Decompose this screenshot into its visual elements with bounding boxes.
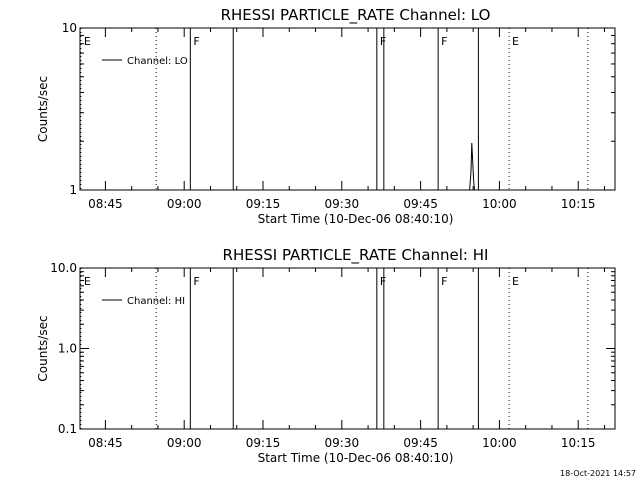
y-axis-label: Counts/sec — [36, 76, 50, 142]
x-tick-label: 08:45 — [88, 197, 123, 211]
event-label: F — [193, 275, 199, 288]
x-tick-label: 09:00 — [167, 197, 202, 211]
y-tick-label: 1 — [69, 183, 77, 197]
x-tick-label: 10:00 — [482, 197, 517, 211]
x-axis-label: Start Time (10-Dec-06 08:40:10) — [258, 212, 454, 226]
x-tick-label: 09:30 — [325, 436, 360, 450]
plot-frame — [79, 267, 616, 430]
event-label: E — [84, 275, 91, 288]
event-label: E — [84, 35, 91, 48]
chart-title: RHESSI PARTICLE_RATE Channel: LO — [221, 6, 491, 25]
x-tick-label: 09:45 — [403, 197, 438, 211]
y-tick-label: 1.0 — [58, 342, 77, 356]
x-tick-label: 08:45 — [88, 436, 123, 450]
event-label: F — [441, 275, 447, 288]
event-label: F — [441, 35, 447, 48]
chart-panel-hi: RHESSI PARTICLE_RATE Channel: HI 0.1 1.0 10… — [36, 246, 616, 465]
plot-frame — [79, 27, 616, 191]
y-axis-label: Counts/sec — [36, 315, 50, 381]
chart-panel-lo: RHESSI PARTICLE_RATE Channel: LO 1 10 08:45… — [36, 6, 616, 226]
y-tick-label: 10.0 — [50, 261, 77, 275]
x-tick-label: 09:15 — [246, 436, 281, 450]
x-tick-label: 09:30 — [325, 197, 360, 211]
x-tick-label: 10:00 — [482, 436, 517, 450]
x-axis-label: Start Time (10-Dec-06 08:40:10) — [258, 451, 454, 465]
chart-title: RHESSI PARTICLE_RATE Channel: HI — [223, 246, 489, 265]
y-tick-label: 0.1 — [58, 422, 77, 436]
event-label: E — [512, 275, 519, 288]
x-tick-label: 09:15 — [246, 197, 281, 211]
series-line — [469, 142, 475, 191]
y-tick-label: 10 — [62, 21, 77, 35]
event-label: F — [380, 35, 386, 48]
event-label: F — [193, 35, 199, 48]
x-tick-label: 10:15 — [561, 436, 596, 450]
x-tick-label: 09:00 — [167, 436, 202, 450]
event-label: F — [380, 275, 386, 288]
legend-label: Channel: LO — [127, 56, 188, 67]
x-tick-label: 10:15 — [561, 197, 596, 211]
legend-label: Channel: HI — [127, 296, 185, 307]
footer-timestamp: 18-Oct-2021 14:57 — [560, 469, 636, 478]
event-label: E — [512, 35, 519, 48]
x-tick-label: 09:45 — [403, 436, 438, 450]
